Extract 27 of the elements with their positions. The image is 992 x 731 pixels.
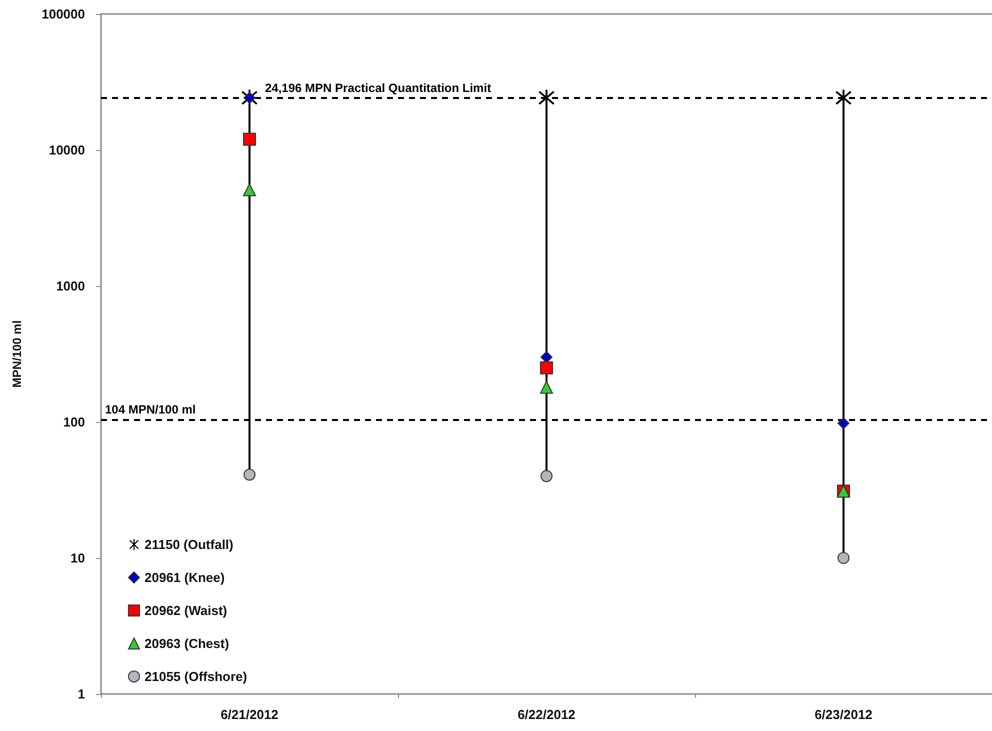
y-tick-label: 100000 <box>42 6 85 22</box>
point <box>836 90 852 106</box>
point <box>244 468 256 481</box>
point <box>243 132 256 146</box>
point <box>540 470 552 482</box>
ref-line-label: 104 MPN/100 ml <box>105 402 196 417</box>
point <box>540 361 553 374</box>
legend-label: 21055 (Offshore) <box>144 669 248 684</box>
y-axis-title: MPN/100 ml <box>10 320 24 388</box>
legend-label: 21150 (Outfall) <box>144 537 234 552</box>
point <box>540 380 553 394</box>
legend-label: 20962 (Waist) <box>144 603 228 618</box>
point <box>838 417 850 430</box>
x-tick-label: 6/21/2012 <box>220 707 278 722</box>
y-tick-label: 100 <box>63 414 85 430</box>
x-tick-label: 6/22/2012 <box>518 707 576 722</box>
y-tick-label: 1000 <box>56 278 85 294</box>
y-tick-label: 10 <box>70 550 85 566</box>
x-tick-label: 6/23/2012 <box>814 707 872 722</box>
y-tick-label: 1 <box>78 686 85 702</box>
point <box>243 183 256 196</box>
legend-label: 20963 (Chest) <box>144 636 230 651</box>
point <box>838 552 850 564</box>
legend-label: 20961 (Knee) <box>144 570 225 585</box>
y-tick-label: 10000 <box>48 142 85 158</box>
ref-line-label: 24,196 MPN Practical Quantitation Limit <box>265 80 492 95</box>
point <box>538 90 554 106</box>
